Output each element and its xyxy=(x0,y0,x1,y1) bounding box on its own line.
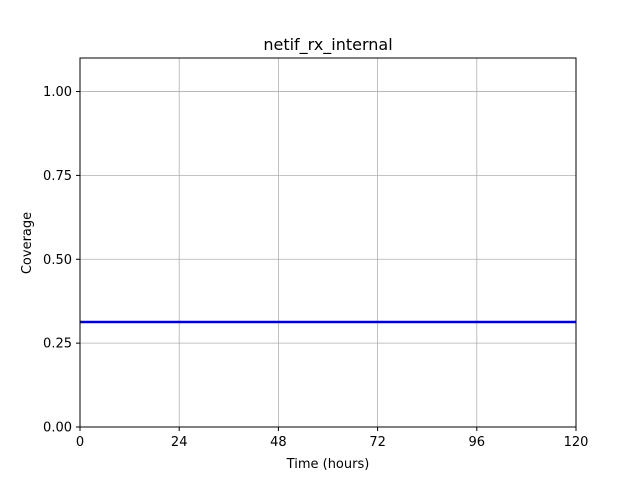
x-tick-label: 96 xyxy=(469,435,486,450)
x-tick-label: 24 xyxy=(171,435,188,450)
x-axis-label: Time (hours) xyxy=(286,457,370,472)
y-tick-label: 0.00 xyxy=(43,421,72,436)
y-tick-label: 0.25 xyxy=(43,337,72,352)
y-axis-ticks: 0.00 0.25 0.50 0.75 1.00 xyxy=(43,85,80,436)
x-axis-ticks: 0 24 48 72 96 120 xyxy=(76,427,589,450)
chart-title: netif_rx_internal xyxy=(263,35,392,55)
x-tick-label: 48 xyxy=(270,435,287,450)
y-axis-label: Coverage xyxy=(20,212,35,274)
y-tick-label: 1.00 xyxy=(43,85,72,100)
plot-frame xyxy=(79,57,577,428)
x-tick-label: 0 xyxy=(76,435,84,450)
x-tick-label: 120 xyxy=(564,435,589,450)
y-tick-label: 0.50 xyxy=(43,253,72,268)
y-tick-label: 0.75 xyxy=(43,169,72,184)
x-tick-label: 72 xyxy=(369,435,386,450)
